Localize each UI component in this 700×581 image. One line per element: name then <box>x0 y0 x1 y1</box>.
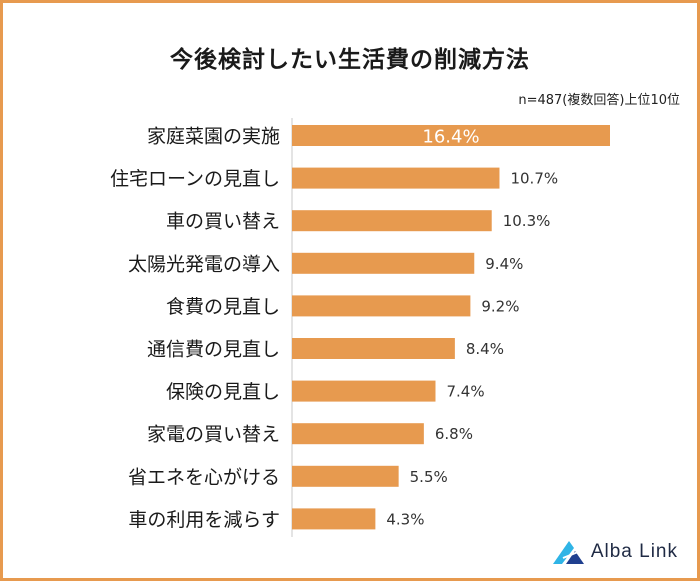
category-label: 通信費の見直し <box>147 339 280 361</box>
category-label: 保険の見直し <box>166 381 280 403</box>
logo-text: Alba Link <box>590 541 678 562</box>
data-label: 9.2% <box>481 297 519 315</box>
bar <box>292 125 610 146</box>
category-label: 省エネを心がける <box>128 466 280 488</box>
bar <box>292 252 475 274</box>
category-label: 食費の見直し <box>166 296 280 318</box>
data-label: 8.4% <box>466 340 504 358</box>
category-label: 太陽光発電の導入 <box>128 253 280 275</box>
bar <box>292 465 399 487</box>
bar <box>292 338 455 359</box>
bar <box>292 295 471 317</box>
bar <box>292 508 376 530</box>
bar <box>292 380 436 402</box>
bar <box>292 423 424 445</box>
category-label: 家庭菜園の実施 <box>147 126 280 148</box>
data-label: 5.5% <box>410 468 448 486</box>
category-label: 車の買い替え <box>166 211 280 233</box>
category-label: 家電の買い替え <box>147 424 280 446</box>
sample-note: n=487(複数回答)上位10位 <box>518 93 680 108</box>
alba-link-logo-icon <box>552 541 584 564</box>
bar <box>292 167 500 189</box>
chart-title: 今後検討したい生活費の削減方法 <box>170 47 530 73</box>
bar <box>292 210 492 232</box>
category-label: 車の利用を減らす <box>128 509 280 531</box>
data-label: 7.4% <box>446 383 484 401</box>
alba-link-logo: Alba Link <box>552 539 678 565</box>
data-label: 16.4% <box>422 127 479 148</box>
data-label: 6.8% <box>435 425 473 443</box>
data-label: 10.3% <box>503 212 551 230</box>
data-label: 4.3% <box>386 510 424 528</box>
data-label: 9.4% <box>485 255 523 273</box>
data-label: 10.7% <box>510 170 558 188</box>
category-label: 住宅ローンの見直し <box>110 168 280 190</box>
